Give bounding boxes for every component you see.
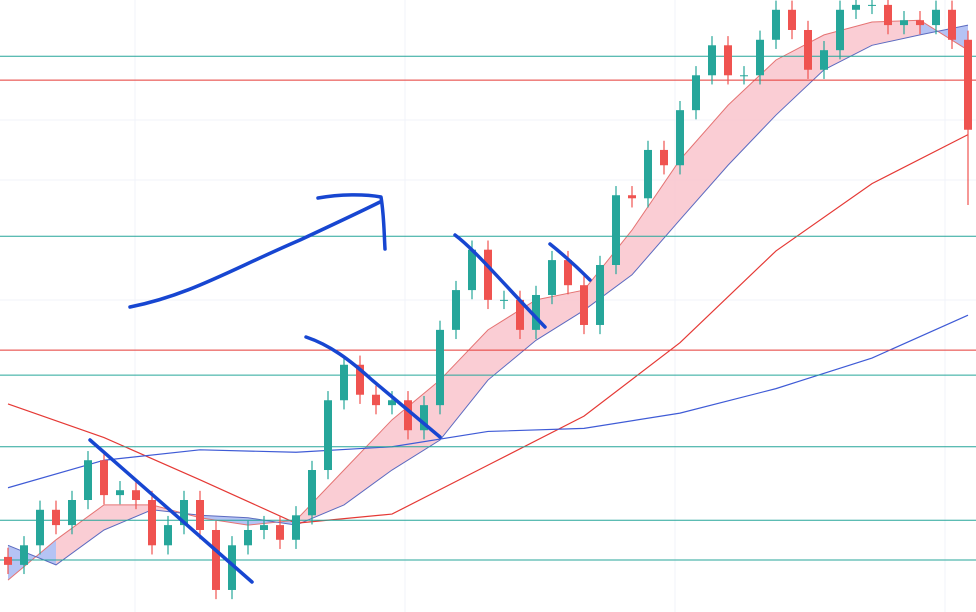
candle-body <box>148 500 156 546</box>
moving-average <box>7 134 969 524</box>
candle-body <box>756 39 764 76</box>
lines-layer <box>7 134 969 524</box>
candle-body <box>580 285 588 325</box>
candle-body <box>660 149 668 166</box>
candle-body <box>452 290 460 330</box>
arrow-head <box>316 193 387 251</box>
candle-body <box>356 364 364 395</box>
candle-body <box>708 45 716 76</box>
candle-body <box>84 460 92 501</box>
candle-body <box>340 364 348 401</box>
candle-body <box>324 400 332 471</box>
cloud-slow-line <box>7 24 969 566</box>
candle-body <box>116 490 124 496</box>
candle-body <box>868 4 876 6</box>
candle-body <box>468 249 476 291</box>
candle-body <box>804 29 812 70</box>
trend-stroke <box>548 242 592 282</box>
candle-body <box>372 394 380 406</box>
candle-body <box>836 9 844 51</box>
candle-body <box>52 509 60 526</box>
cloud-segment <box>680 105 728 220</box>
trend-stroke <box>304 335 442 439</box>
hand-drawn-annotations <box>88 193 592 584</box>
candle-body <box>628 195 636 199</box>
cloud-segment <box>344 419 392 505</box>
candle-body <box>788 9 796 30</box>
cloud-segment <box>440 329 488 441</box>
candle-body <box>932 9 940 26</box>
candle-body <box>20 545 28 565</box>
cloud-segment <box>296 470 344 526</box>
candle-body <box>164 525 172 546</box>
candle-body <box>516 299 524 330</box>
candle-body <box>4 556 12 565</box>
candle-body <box>820 50 828 70</box>
candle-body <box>596 264 604 325</box>
cloud-segment <box>584 230 632 311</box>
candle-body <box>420 405 428 431</box>
candle-body <box>484 249 492 300</box>
arrow-stroke <box>128 200 382 309</box>
candle-body <box>132 490 140 501</box>
levels-layer <box>0 55 976 561</box>
cloud-segment <box>872 20 920 46</box>
trend-stroke <box>88 438 254 584</box>
candle-body <box>564 260 572 286</box>
candle-body <box>212 529 220 590</box>
candle-body <box>100 460 108 496</box>
cloud-segment <box>728 59 776 166</box>
candle-body <box>692 75 700 111</box>
cloud-segment <box>824 22 872 70</box>
candle-body <box>196 500 204 530</box>
candle-body <box>532 294 540 330</box>
candle-body <box>900 20 908 26</box>
candle-body <box>724 45 732 76</box>
candle-body <box>948 9 956 40</box>
candle-body <box>740 75 748 77</box>
candle-body <box>612 195 620 265</box>
candle-body <box>772 9 780 40</box>
candle-body <box>404 400 412 431</box>
cloud-segment <box>632 159 680 275</box>
candle-body <box>964 39 972 130</box>
cloud-segment <box>536 290 584 341</box>
candle-body <box>548 260 556 295</box>
candles-layer <box>4 0 972 600</box>
candle-body <box>68 500 76 526</box>
candle-body <box>436 329 444 406</box>
candle-body <box>852 4 860 10</box>
candle-body <box>228 545 236 590</box>
candle-body <box>308 470 316 516</box>
candle-body <box>644 149 652 199</box>
candle-body <box>276 525 284 540</box>
candle-body <box>260 525 268 530</box>
cloud-segment <box>392 380 440 471</box>
candle-body <box>180 500 188 526</box>
candle-body <box>388 400 396 406</box>
candle-body <box>36 509 44 546</box>
candle-body <box>884 4 892 26</box>
candle-body <box>916 20 924 26</box>
candle-body <box>292 515 300 540</box>
cloud-segment <box>104 504 152 530</box>
candle-body <box>500 299 508 301</box>
trend-stroke <box>453 233 547 329</box>
moving-average <box>7 314 969 489</box>
candle-body <box>244 529 252 546</box>
candle-body <box>676 110 684 166</box>
